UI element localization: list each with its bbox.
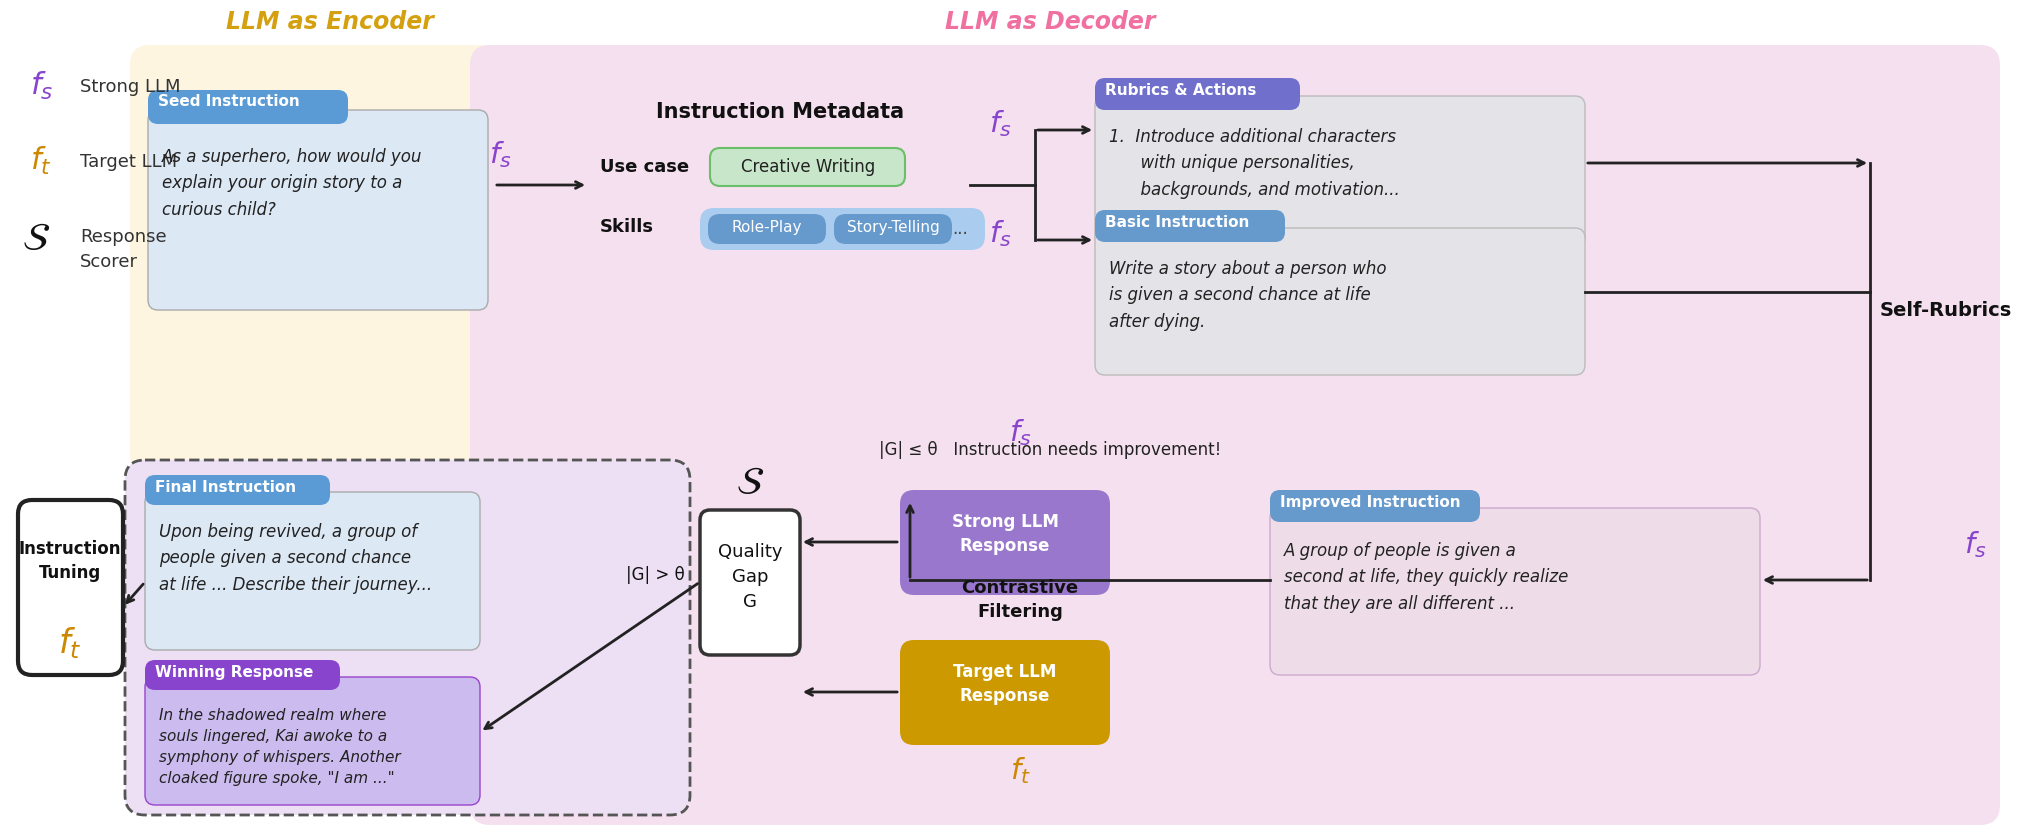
Text: LLM as Encoder: LLM as Encoder [226, 10, 435, 34]
FancyBboxPatch shape [146, 660, 340, 690]
FancyBboxPatch shape [900, 640, 1110, 745]
FancyBboxPatch shape [18, 500, 123, 675]
FancyBboxPatch shape [1270, 490, 1480, 522]
FancyBboxPatch shape [125, 460, 690, 815]
FancyBboxPatch shape [1096, 210, 1286, 242]
Text: Story-Telling: Story-Telling [847, 220, 940, 235]
Text: Role-Play: Role-Play [732, 220, 803, 235]
Text: Skills: Skills [601, 218, 653, 236]
Text: Strong LLM
Response: Strong LLM Response [952, 513, 1058, 554]
Text: $f_s$: $f_s$ [989, 108, 1011, 139]
Text: Quality
Gap
G: Quality Gap G [718, 543, 783, 611]
FancyBboxPatch shape [148, 90, 348, 124]
FancyBboxPatch shape [146, 475, 330, 505]
FancyBboxPatch shape [146, 492, 479, 650]
Text: $\mathcal{S}$: $\mathcal{S}$ [736, 464, 764, 502]
Text: Response
Scorer: Response Scorer [81, 228, 166, 271]
FancyBboxPatch shape [148, 110, 487, 310]
FancyBboxPatch shape [1096, 96, 1585, 248]
Text: $f_s$: $f_s$ [1009, 417, 1031, 448]
Text: In the shadowed realm where
souls lingered, Kai awoke to a
symphony of whispers.: In the shadowed realm where souls linger… [160, 708, 400, 786]
Text: Contrastive
Filtering: Contrastive Filtering [960, 580, 1078, 621]
FancyBboxPatch shape [700, 510, 801, 655]
FancyBboxPatch shape [469, 45, 2000, 825]
Text: Instruction Metadata: Instruction Metadata [655, 102, 904, 122]
Text: Self-Rubrics: Self-Rubrics [1880, 301, 2012, 319]
Text: $f_t$: $f_t$ [1009, 755, 1031, 785]
Text: A group of people is given a
second at life, they quickly realize
that they are : A group of people is given a second at l… [1284, 542, 1569, 613]
Text: Winning Response: Winning Response [156, 665, 313, 680]
Text: Improved Instruction: Improved Instruction [1280, 495, 1460, 510]
Text: $f_s$: $f_s$ [989, 218, 1011, 249]
Text: Target LLM: Target LLM [81, 153, 178, 171]
Text: $\mathcal{S}$: $\mathcal{S}$ [22, 220, 51, 258]
Text: Creative Writing: Creative Writing [740, 158, 876, 176]
Text: $f_t$: $f_t$ [59, 625, 81, 661]
FancyBboxPatch shape [833, 214, 952, 244]
Text: Basic Instruction: Basic Instruction [1104, 215, 1250, 230]
FancyBboxPatch shape [1096, 78, 1300, 110]
Text: Final Instruction: Final Instruction [156, 480, 295, 495]
Text: |G| ≤ θ   Instruction needs improvement!: |G| ≤ θ Instruction needs improvement! [880, 441, 1221, 459]
Text: Instruction
Tuning: Instruction Tuning [18, 540, 121, 581]
FancyBboxPatch shape [900, 490, 1110, 595]
Text: LLM as Decoder: LLM as Decoder [944, 10, 1155, 34]
FancyBboxPatch shape [710, 148, 906, 186]
FancyBboxPatch shape [1096, 228, 1585, 375]
FancyBboxPatch shape [708, 214, 827, 244]
Text: $f_s$: $f_s$ [30, 70, 53, 102]
Text: $f_s$: $f_s$ [1963, 529, 1986, 560]
FancyBboxPatch shape [146, 677, 479, 805]
FancyBboxPatch shape [700, 208, 985, 250]
Text: Write a story about a person who
is given a second chance at life
after dying.: Write a story about a person who is give… [1108, 260, 1387, 331]
Text: As a superhero, how would you
explain your origin story to a
curious child?: As a superhero, how would you explain yo… [162, 148, 423, 218]
Text: Use case: Use case [601, 158, 690, 176]
Text: $f_t$: $f_t$ [30, 145, 53, 177]
Text: Upon being revived, a group of
people given a second chance
at life ... Describe: Upon being revived, a group of people gi… [160, 523, 433, 594]
Text: Seed Instruction: Seed Instruction [158, 94, 299, 109]
Text: $f_s$: $f_s$ [489, 139, 512, 171]
Text: Rubrics & Actions: Rubrics & Actions [1104, 83, 1256, 98]
FancyBboxPatch shape [129, 45, 700, 475]
Text: Target LLM
Response: Target LLM Response [952, 664, 1058, 705]
Text: Strong LLM: Strong LLM [81, 78, 180, 96]
FancyBboxPatch shape [1270, 508, 1759, 675]
Text: 1.  Introduce additional characters
      with unique personalities,
      backg: 1. Introduce additional characters with … [1108, 128, 1399, 199]
Text: |G| > θ: |G| > θ [627, 566, 685, 584]
Text: ...: ... [952, 220, 969, 238]
